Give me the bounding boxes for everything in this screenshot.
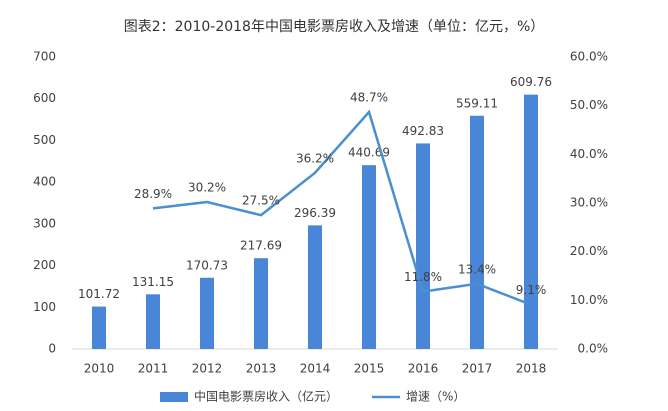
legend-label: 中国电影票房收入（亿元） bbox=[194, 389, 338, 404]
y-tick-label: 100 bbox=[33, 300, 56, 314]
y2-tick-label: 50.0% bbox=[570, 98, 608, 112]
bar bbox=[362, 165, 376, 349]
legend-swatch bbox=[160, 392, 188, 402]
x-tick-label: 2011 bbox=[138, 362, 169, 376]
y2-tick-label: 40.0% bbox=[570, 147, 608, 161]
line-value-label: 13.4% bbox=[458, 262, 496, 276]
line-value-label: 30.2% bbox=[188, 181, 226, 195]
bar-value-label: 131.15 bbox=[132, 275, 174, 289]
line-value-label: 48.7% bbox=[350, 90, 388, 104]
y-tick-label: 500 bbox=[33, 133, 56, 147]
y-tick-label: 200 bbox=[33, 258, 56, 272]
y2-tick-label: 60.0% bbox=[570, 50, 608, 64]
bar-value-label: 609.76 bbox=[510, 75, 552, 89]
x-tick-label: 2010 bbox=[84, 362, 115, 376]
bar bbox=[470, 115, 484, 349]
bar bbox=[416, 143, 430, 349]
line bbox=[152, 109, 532, 306]
x-tick-label: 2015 bbox=[354, 362, 385, 376]
bar bbox=[524, 94, 538, 349]
bar-value-label: 170.73 bbox=[186, 258, 228, 272]
y2-tick-label: 10.0% bbox=[570, 293, 608, 307]
bar-value-label: 101.72 bbox=[78, 287, 120, 301]
chart-title: 图表2：2010-2018年中国电影票房收入及增速（单位：亿元，%） bbox=[124, 19, 545, 35]
line-value-label: 36.2% bbox=[296, 151, 334, 165]
bar bbox=[254, 258, 268, 349]
bar-value-label: 492.83 bbox=[402, 124, 444, 138]
bar bbox=[308, 225, 322, 349]
bar-value-label: 296.39 bbox=[294, 206, 336, 220]
line-value-label: 9.1% bbox=[516, 283, 547, 297]
y2-tick-label: 0.0% bbox=[578, 342, 609, 356]
y-tick-label: 600 bbox=[33, 91, 56, 105]
legend-label: 增速（%） bbox=[406, 390, 465, 404]
x-tick-label: 2013 bbox=[246, 362, 277, 376]
x-tick-label: 2016 bbox=[408, 362, 439, 376]
y-tick-label: 300 bbox=[33, 216, 56, 230]
line-value-label: 28.9% bbox=[134, 187, 172, 201]
x-tick-label: 2018 bbox=[516, 362, 547, 376]
bar-value-label: 217.69 bbox=[240, 239, 282, 253]
bar bbox=[200, 277, 214, 349]
x-tick-label: 2014 bbox=[300, 362, 331, 376]
y-tick-label: 0 bbox=[48, 342, 56, 356]
y2-tick-label: 20.0% bbox=[570, 244, 608, 258]
y-tick-label: 700 bbox=[33, 50, 56, 64]
x-tick-label: 2017 bbox=[462, 362, 493, 376]
y2-tick-label: 30.0% bbox=[570, 196, 608, 210]
x-tick-label: 2012 bbox=[192, 362, 223, 376]
bar bbox=[146, 294, 160, 349]
bar-value-label: 559.11 bbox=[456, 96, 498, 110]
line-value-label: 27.5% bbox=[242, 194, 280, 208]
bar bbox=[92, 306, 106, 349]
line-value-label: 11.8% bbox=[404, 270, 442, 284]
y-tick-label: 400 bbox=[33, 175, 56, 189]
